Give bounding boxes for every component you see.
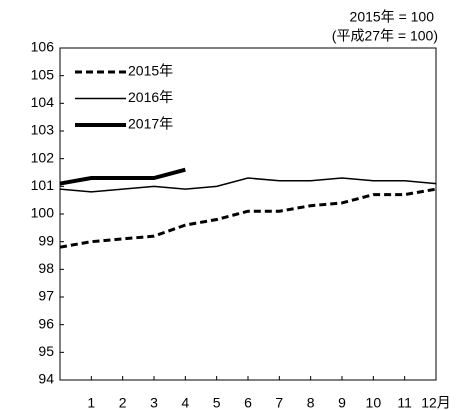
y-tick-label: 95 [38, 343, 54, 359]
x-tick-label: 7 [275, 395, 283, 410]
x-tick-label: 6 [244, 395, 252, 410]
y-tick-label: 103 [31, 122, 55, 138]
x-tick-label: 9 [338, 395, 346, 410]
legend-label: 2017年 [128, 116, 173, 132]
x-tick-label: 1 [87, 395, 95, 410]
x-tick-label: 3 [150, 395, 158, 410]
legend-label: 2016年 [128, 89, 173, 105]
legend-label: 2015年 [128, 63, 173, 79]
y-tick-label: 98 [38, 260, 54, 276]
annotation: (平成27年 = 100) [332, 28, 438, 44]
y-tick-label: 102 [31, 149, 55, 165]
y-tick-label: 96 [38, 315, 54, 331]
y-tick-label: 106 [31, 39, 55, 55]
x-tick-label: 10 [366, 395, 382, 410]
y-tick-label: 94 [38, 371, 54, 387]
y-tick-label: 100 [31, 205, 55, 221]
y-tick-label: 105 [31, 66, 55, 82]
y-tick-label: 97 [38, 288, 54, 304]
x-tick-label: 2 [119, 395, 127, 410]
series-line [59, 187, 437, 249]
x-tick-label: 8 [307, 395, 315, 410]
series-line [59, 177, 437, 193]
x-tick-label: 4 [181, 395, 189, 410]
x-tick-label: 11 [397, 395, 412, 410]
series-line [59, 167, 186, 186]
y-tick-label: 101 [31, 177, 55, 193]
x-tick-label: 5 [213, 395, 221, 410]
x-tick-label: 12月 [421, 395, 451, 410]
y-tick-label: 99 [38, 232, 54, 248]
annotation: 2015年 = 100 [350, 9, 435, 25]
y-tick-label: 104 [31, 94, 55, 110]
